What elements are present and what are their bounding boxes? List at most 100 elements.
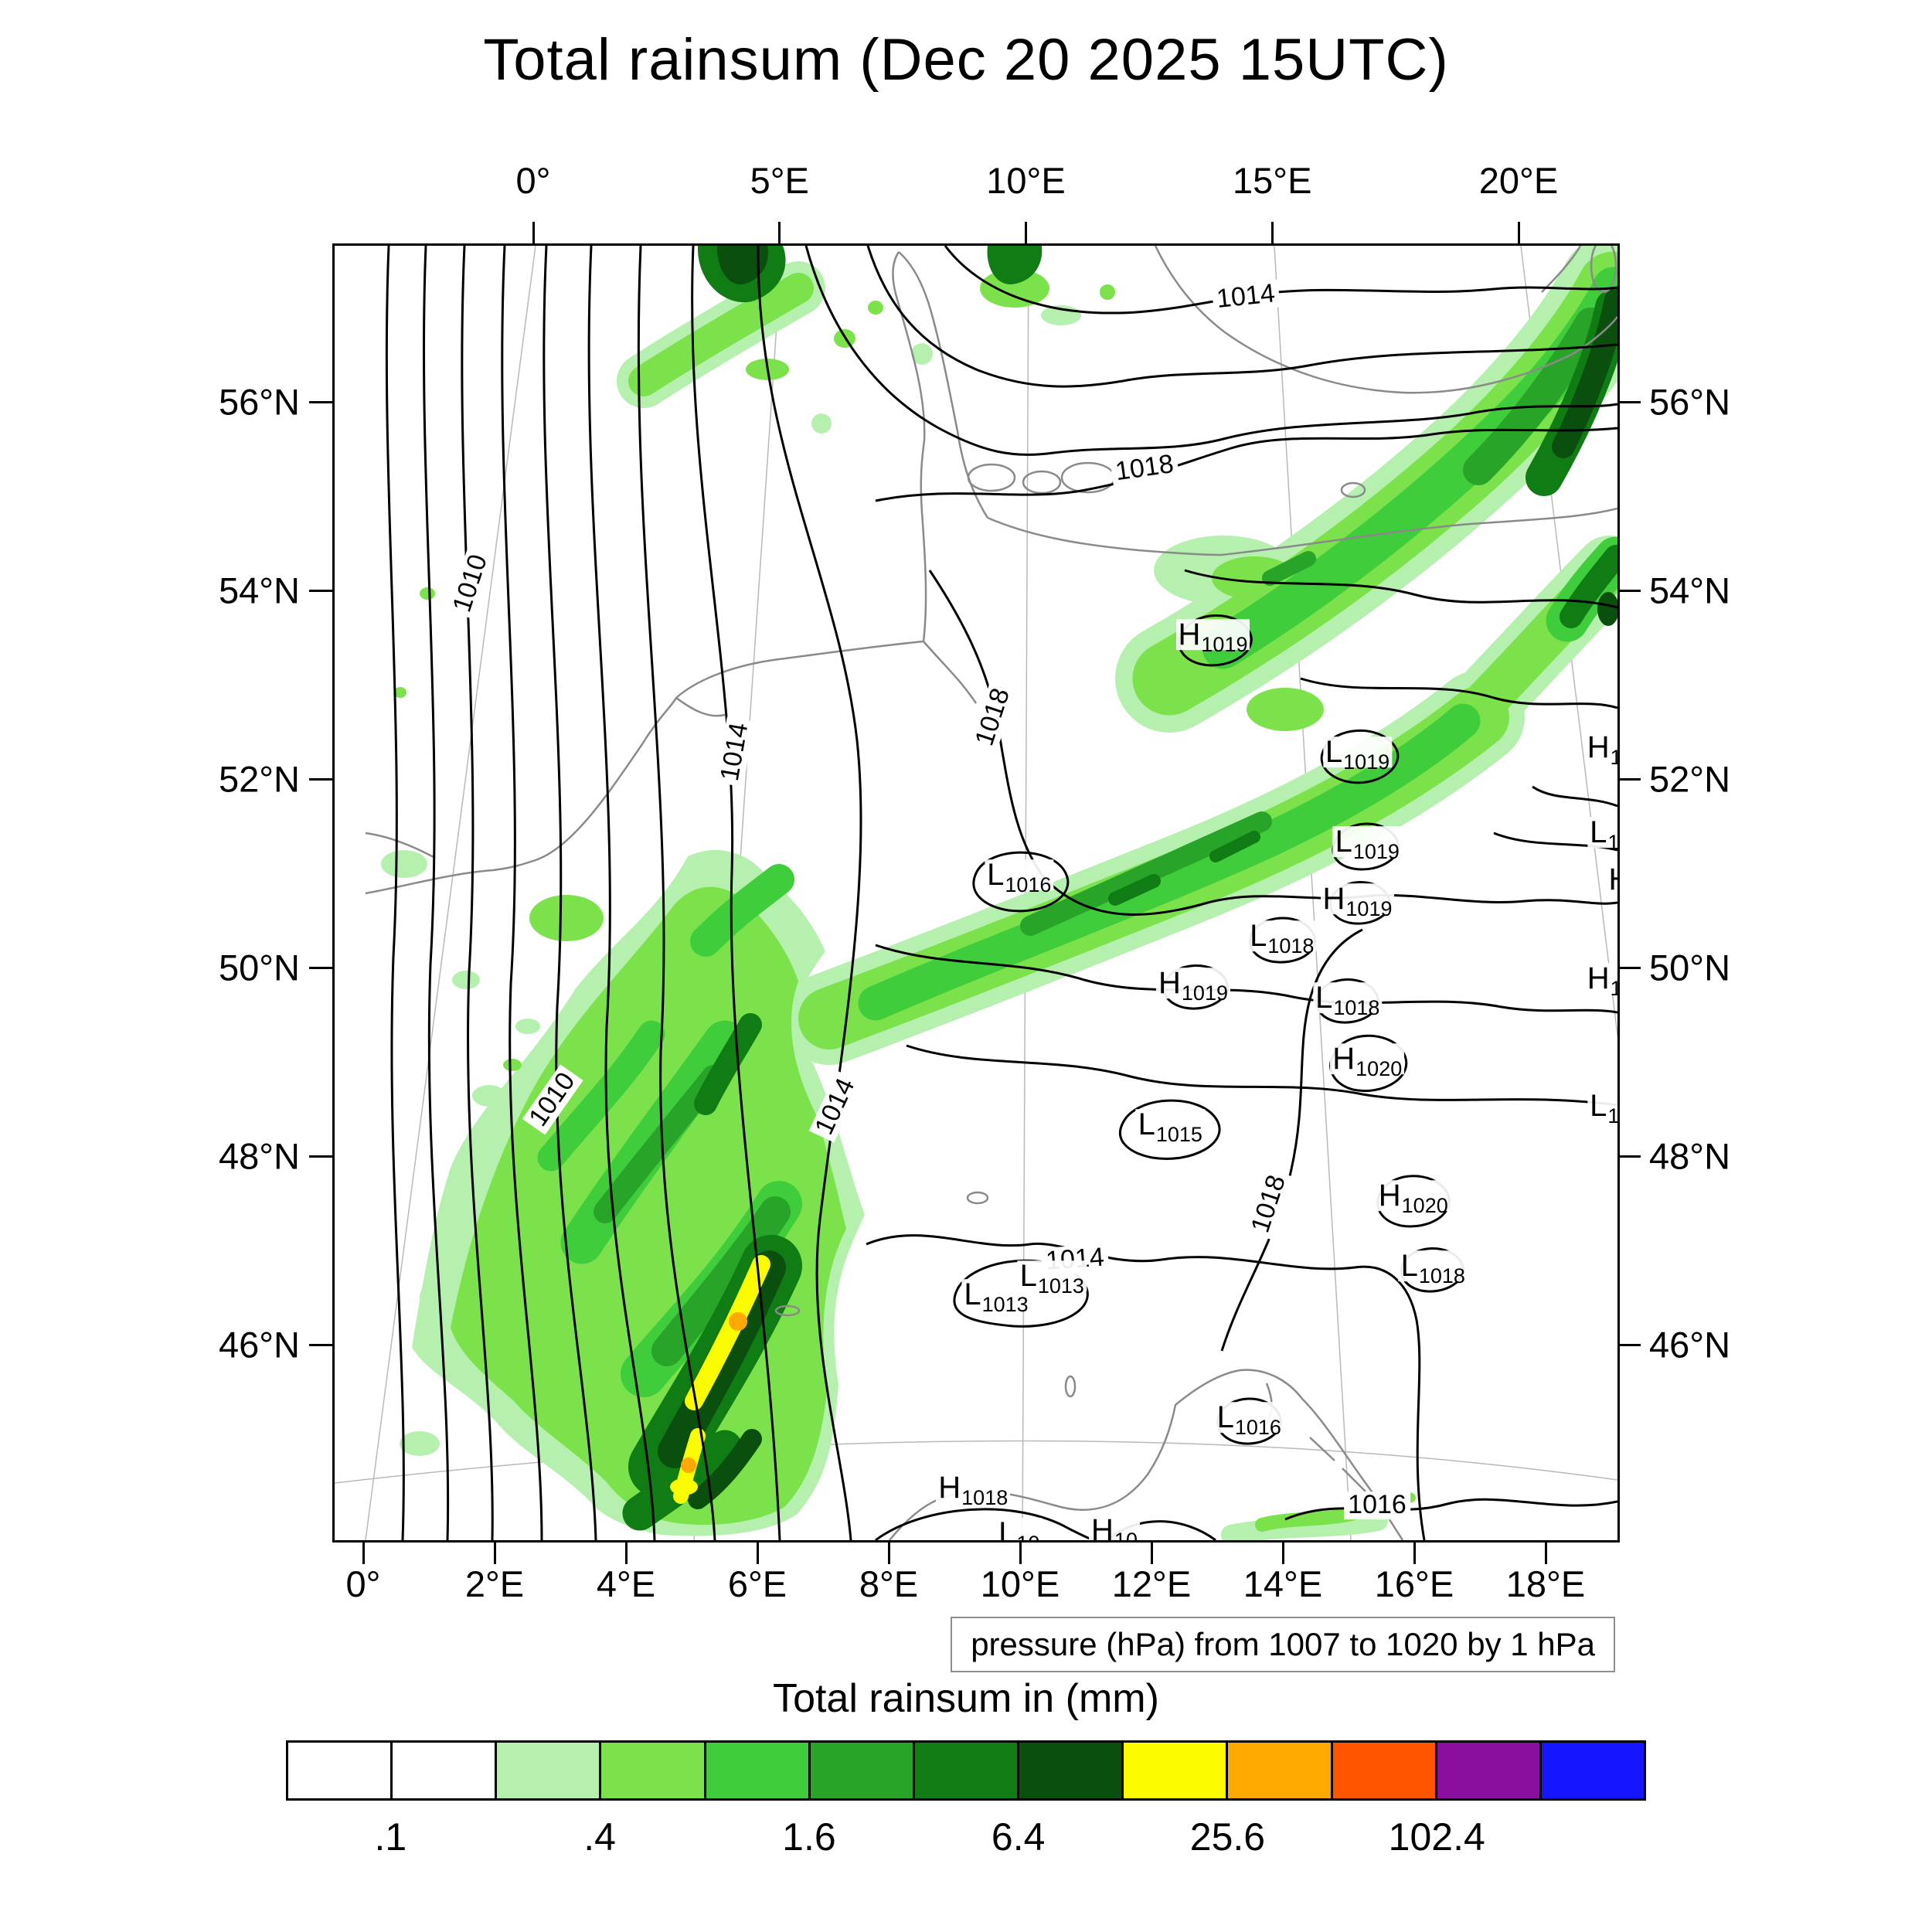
pressure-value: 1018 [1333,995,1380,1019]
pressure-center-H: H [1606,862,1617,896]
colorbar-cell [286,1740,393,1801]
pressure-center-H: H10 [1584,963,1617,999]
axis-tick-label-top: 0° [515,160,551,201]
axis-tick-label-right: 50°N [1649,947,1731,988]
axis-tick-mark-top [1270,222,1274,243]
axis-tick-mark-top [532,222,535,243]
axis-tick-mark-bottom [756,1543,759,1564]
pressure-center-H: H1020 [1330,1043,1405,1080]
pressure-center-L: L10 [1587,815,1617,853]
axis-tick-mark-bottom [1544,1543,1547,1564]
axis-tick-label-bottom: 6°E [727,1563,787,1604]
axis-tick-label-top: 15°E [1233,160,1312,201]
axis-tick-label-bottom: 12°E [1111,1563,1192,1604]
pressure-letter: H [1158,966,1181,1001]
pressure-value: 1019 [1181,981,1228,1005]
colorbar-cell [1539,1740,1647,1801]
pressure-letter: L [1400,1249,1418,1284]
axis-tick-mark-left [309,400,332,403]
pressure-center-L: L1019 [1322,736,1393,773]
axis-tick-mark-bottom [887,1543,890,1564]
pressure-value: 1019 [1345,896,1393,920]
colorbar-cell [1226,1740,1333,1801]
colorbar-tick-label: .4 [583,1815,616,1859]
pressure-center-L: L1016 [1214,1401,1284,1437]
pressure-value: 1013 [981,1293,1029,1317]
axis-tick-label-right: 56°N [1649,381,1731,423]
pressure-letter: H [1609,862,1617,896]
pressure-value: 1016 [1234,1415,1281,1439]
axis-tick-mark-left [309,777,332,781]
colorbar-tick-label: 6.4 [991,1815,1046,1859]
axis-tick-label-right: 54°N [1649,570,1731,611]
axis-tick-mark-left [309,1155,332,1158]
axis-tick-label-bottom: 16°E [1374,1563,1454,1604]
pressure-value: 1013 [1037,1274,1084,1298]
page-title: Total rainsum (Dec 20 2025 15UTC) [483,27,1449,93]
pressure-letter: L [1138,1107,1155,1142]
pressure-center-H: H1019 [1320,883,1395,919]
axis-tick-mark-bottom [1150,1543,1153,1564]
axis-tick-mark-top [1517,222,1520,243]
pressure-center-H: H10 [1584,732,1617,768]
axis-tick-label-right: 48°N [1649,1135,1731,1177]
pressure-value: 10 [1607,831,1620,855]
pressure-letter: L [964,1277,981,1312]
axis-tick-label-right: 46°N [1649,1324,1731,1366]
pressure-letter: L [1590,1089,1607,1124]
pressure-value: 10 [1016,1532,1039,1540]
axis-tick-mark-bottom [493,1543,496,1564]
axis-tick-label-top: 5°E [750,160,809,201]
axis-tick-label-bottom: 8°E [859,1563,919,1604]
colorbar-cell [1017,1740,1124,1801]
axis-tick-label-left: 52°N [218,758,300,800]
axis-tick-mark-right [1617,589,1641,592]
contour-label: 1016 [1344,1491,1410,1519]
pressure-value: 10 [1611,978,1617,999]
pressure-center-L: L1018 [1398,1249,1468,1287]
colorbar-cell [703,1740,811,1801]
colorbar-cell [808,1740,915,1801]
pressure-center-H: H10 [1089,1513,1140,1543]
pressure-center-L: L1019 [1332,826,1402,862]
colorbar [286,1740,1647,1801]
pressure-center-H: H1019 [1156,966,1230,1004]
pressure-letter: L [1019,1258,1037,1293]
map-frame: H1019L1019H10L1019L10H1019HL1016L1018H10… [332,243,1620,1543]
colorbar-tick-label: 102.4 [1388,1815,1485,1859]
pressure-value: 1020 [1401,1193,1448,1217]
map-canvas [335,246,1617,1540]
colorbar-tick-label: 25.6 [1189,1815,1266,1859]
colorbar-cell [1121,1740,1229,1801]
axis-tick-label-bottom: 0° [345,1563,381,1604]
pressure-center-L: L1013 [1017,1258,1087,1296]
pressure-letter: H [1178,617,1201,652]
pressure-value: 1018 [961,1486,1009,1510]
axis-tick-label-bottom: 14°E [1243,1563,1323,1604]
pressure-letter: H [1091,1513,1114,1543]
pressure-value: 10 [1611,747,1617,768]
pressure-note: pressure (hPa) from 1007 to 1020 by 1 hP… [951,1617,1615,1672]
axis-tick-label-bottom: 18°E [1505,1563,1586,1604]
axis-tick-label-bottom: 4°E [596,1563,656,1604]
pressure-value: 1019 [1352,840,1400,864]
axis-tick-mark-left [309,1343,332,1346]
pressure-value: 1018 [1418,1264,1465,1288]
pressure-letter: L [998,1515,1016,1543]
axis-tick-mark-bottom [1413,1543,1416,1564]
pressure-value: 1015 [1155,1123,1202,1147]
pressure-center-L: L1018 [1247,920,1317,957]
axis-tick-mark-left [309,589,332,592]
pressure-center-L: L10 [1587,1089,1617,1127]
colorbar-tick-label: .1 [374,1815,407,1859]
axis-tick-mark-bottom [1019,1543,1022,1564]
pressure-letter: L [1590,815,1607,850]
pressure-value: 10 [1114,1529,1138,1543]
pressure-value: 1019 [1343,750,1390,774]
axis-tick-mark-right [1617,966,1641,969]
colorbar-cell [599,1740,706,1801]
pressure-center-L: L1015 [1135,1107,1205,1145]
pressure-value: 1016 [1005,873,1052,897]
pressure-letter: H [938,1471,961,1505]
